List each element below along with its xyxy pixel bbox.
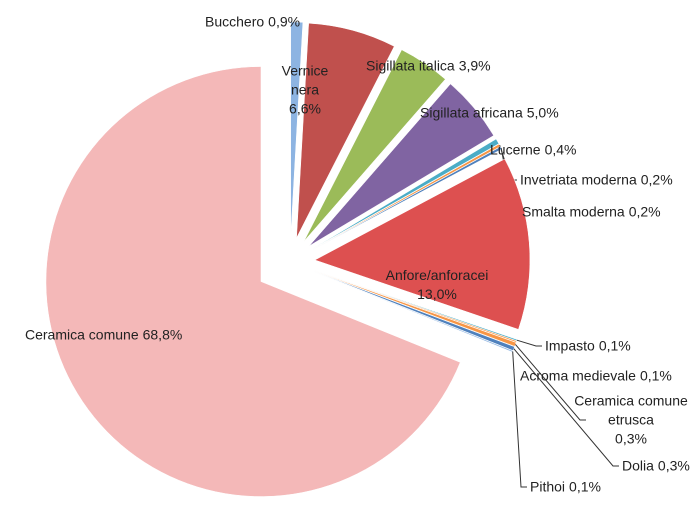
slice-value: 5,0%	[526, 104, 559, 121]
slice-value: 0,1%	[639, 367, 672, 384]
slice-name: Sigillata italica	[366, 57, 455, 74]
slice-name: Lucerne	[490, 141, 541, 158]
slice-value: 0,2%	[640, 171, 673, 188]
slice-name: Vernice nera	[281, 62, 329, 98]
slice-name: Anfore/anforacei	[385, 267, 489, 283]
slice-label: Ceramica comune etrusca 0,3%	[566, 392, 696, 449]
slice-label: Pithoi 0,1%	[530, 478, 680, 497]
slice-name: Impasto	[545, 337, 595, 354]
slice-name: Dolia	[622, 457, 654, 474]
slice-label: Sigillata africana 5,0%	[420, 104, 620, 123]
slice-name: Smalta moderna	[522, 203, 625, 220]
slice-value: 68,8%	[142, 326, 183, 343]
slice-label: Vernice nera 6,6%	[275, 62, 335, 119]
pie-slice	[308, 83, 495, 247]
slice-value: 0,3%	[657, 457, 690, 474]
slice-label: Bucchero 0,9%	[205, 13, 365, 32]
slice-name: Ceramica comune etrusca	[574, 392, 688, 428]
pie-slice	[311, 138, 500, 250]
leader-line	[513, 348, 619, 467]
slice-name: Ceramica comune	[25, 326, 139, 343]
leader-line	[512, 351, 527, 488]
slice-label: Sigillata italica 3,9%	[366, 57, 566, 76]
slice-label: Dolia 0,3%	[622, 457, 697, 476]
leader-line	[515, 344, 586, 421]
slice-value: 0,4%	[544, 141, 577, 158]
slice-value: 0,1%	[569, 478, 601, 495]
pie-slice	[290, 21, 304, 238]
pie-slice	[45, 66, 461, 497]
slice-value: 13,0%	[417, 286, 457, 302]
slice-value: 0,3%	[615, 430, 647, 447]
slice-label: Acroma medievale 0,1%	[520, 367, 695, 386]
slice-name: Sigillata africana	[420, 104, 523, 121]
slice-value: 6,6%	[289, 100, 321, 117]
leader-line	[516, 339, 542, 347]
slice-label: Ceramica comune 68,8%	[25, 326, 225, 345]
slice-value: 0,1%	[598, 337, 631, 354]
pie-slice	[313, 270, 517, 343]
pie-slice	[296, 22, 395, 238]
pie-slice	[303, 49, 446, 242]
slice-name: Bucchero	[205, 13, 265, 30]
pie-slice	[314, 158, 531, 330]
slice-name: Acroma medievale	[520, 367, 636, 384]
slice-label: Impasto 0,1%	[545, 337, 695, 356]
slice-value: 3,9%	[458, 57, 491, 74]
slice-name: Invetriata moderna	[520, 171, 637, 188]
slice-label: Invetriata moderna 0,2%	[520, 171, 695, 190]
pie-slice	[313, 270, 515, 351]
slice-label: Lucerne 0,4%	[490, 141, 640, 160]
slice-label: Anfore/anforacei 13,0%	[362, 266, 512, 304]
slice-value: 0,2%	[628, 203, 661, 220]
slice-label: Smalta moderna 0,2%	[522, 203, 697, 222]
slice-value: 0,9%	[268, 13, 301, 30]
slice-name: Pithoi	[530, 478, 566, 495]
